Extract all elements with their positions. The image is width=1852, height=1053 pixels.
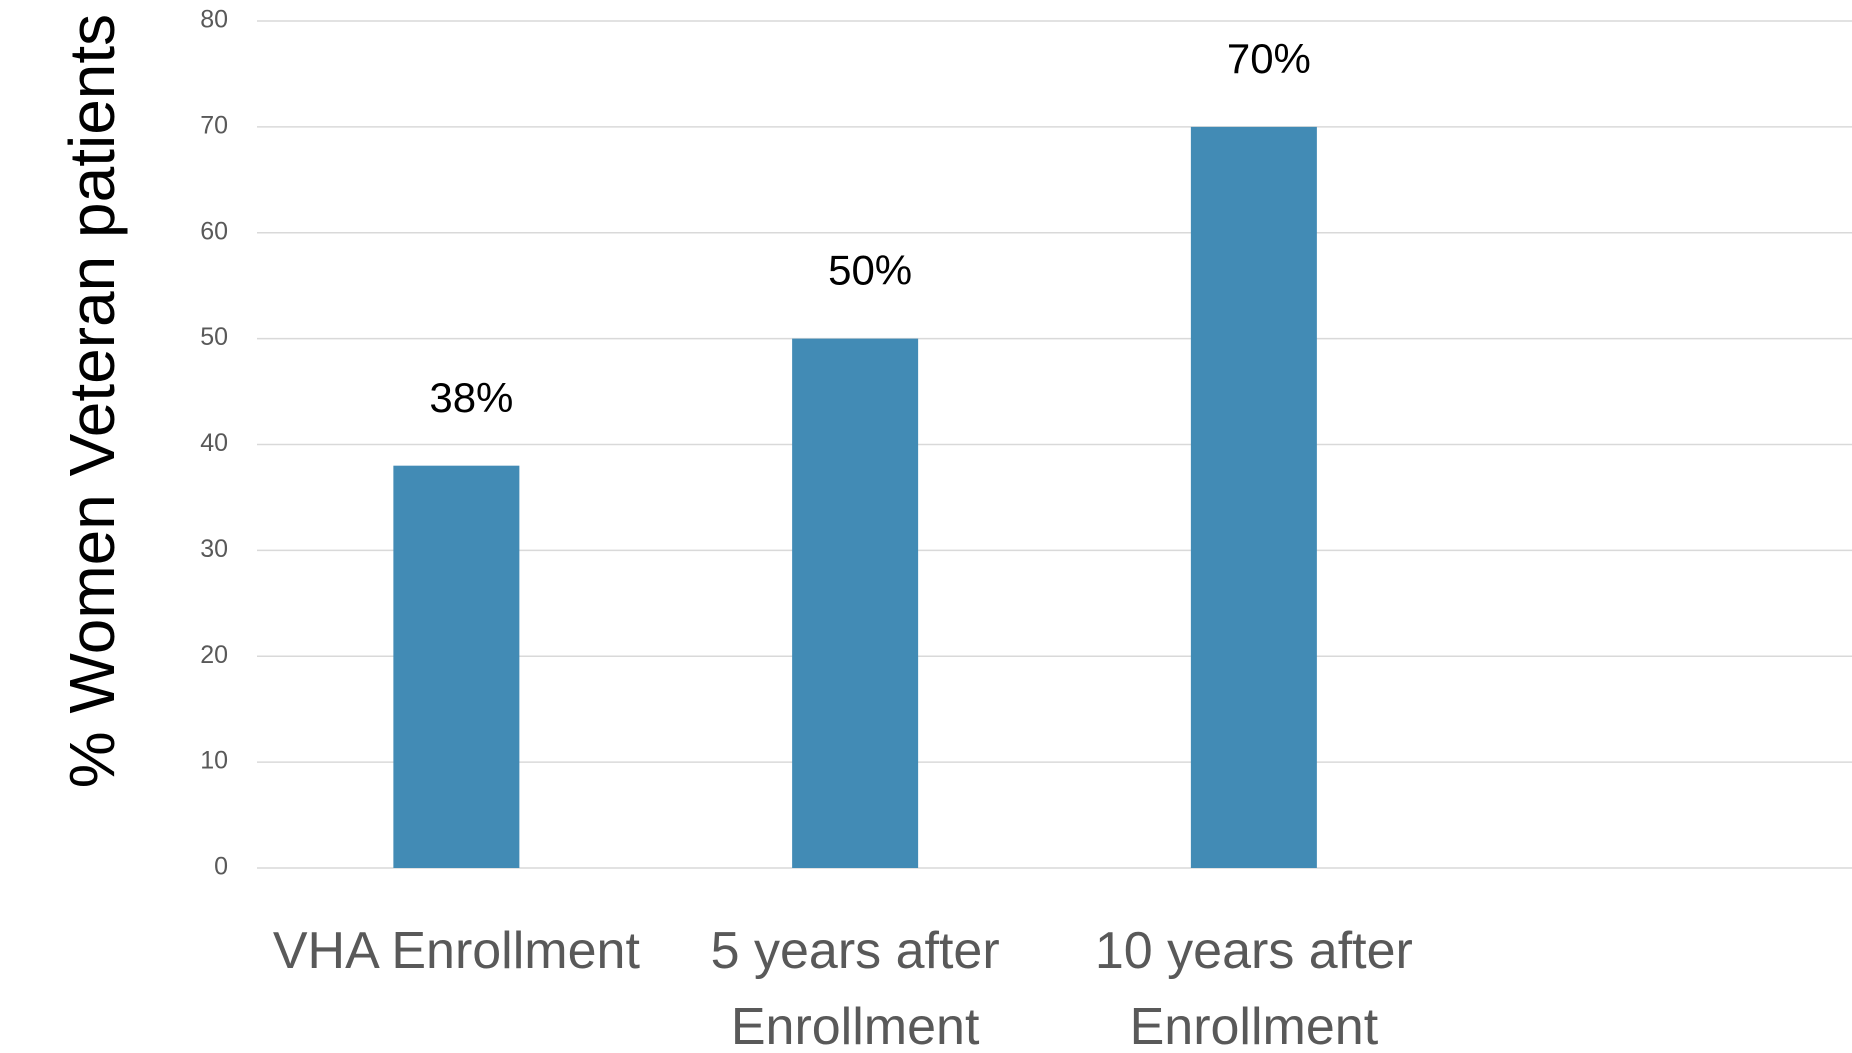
x-tick-label: 5 years after Enrollment — [710, 922, 1000, 1053]
data-label: 70% — [1227, 35, 1311, 82]
y-axis-title: % Women Veteran patients — [56, 14, 128, 788]
y-tick-label: 10 — [200, 747, 228, 775]
y-tick-label: 30 — [200, 535, 228, 563]
bar — [1190, 126, 1317, 868]
y-tick-label: 40 — [200, 429, 228, 457]
bar — [792, 338, 919, 868]
y-tick-label: 70 — [200, 111, 228, 139]
bar — [393, 465, 520, 868]
y-tick-label: 60 — [200, 217, 228, 245]
y-tick-label: 0 — [214, 853, 228, 881]
y-tick-label: 50 — [200, 323, 228, 351]
y-tick-label: 80 — [200, 6, 228, 34]
data-label: 50% — [828, 247, 912, 294]
data-label: 38% — [429, 374, 513, 421]
y-tick-label: 20 — [200, 641, 228, 669]
x-tick-label: VHA Enrollment — [272, 922, 640, 980]
x-tick-label: 10 years after Enrollment — [1094, 922, 1413, 1053]
